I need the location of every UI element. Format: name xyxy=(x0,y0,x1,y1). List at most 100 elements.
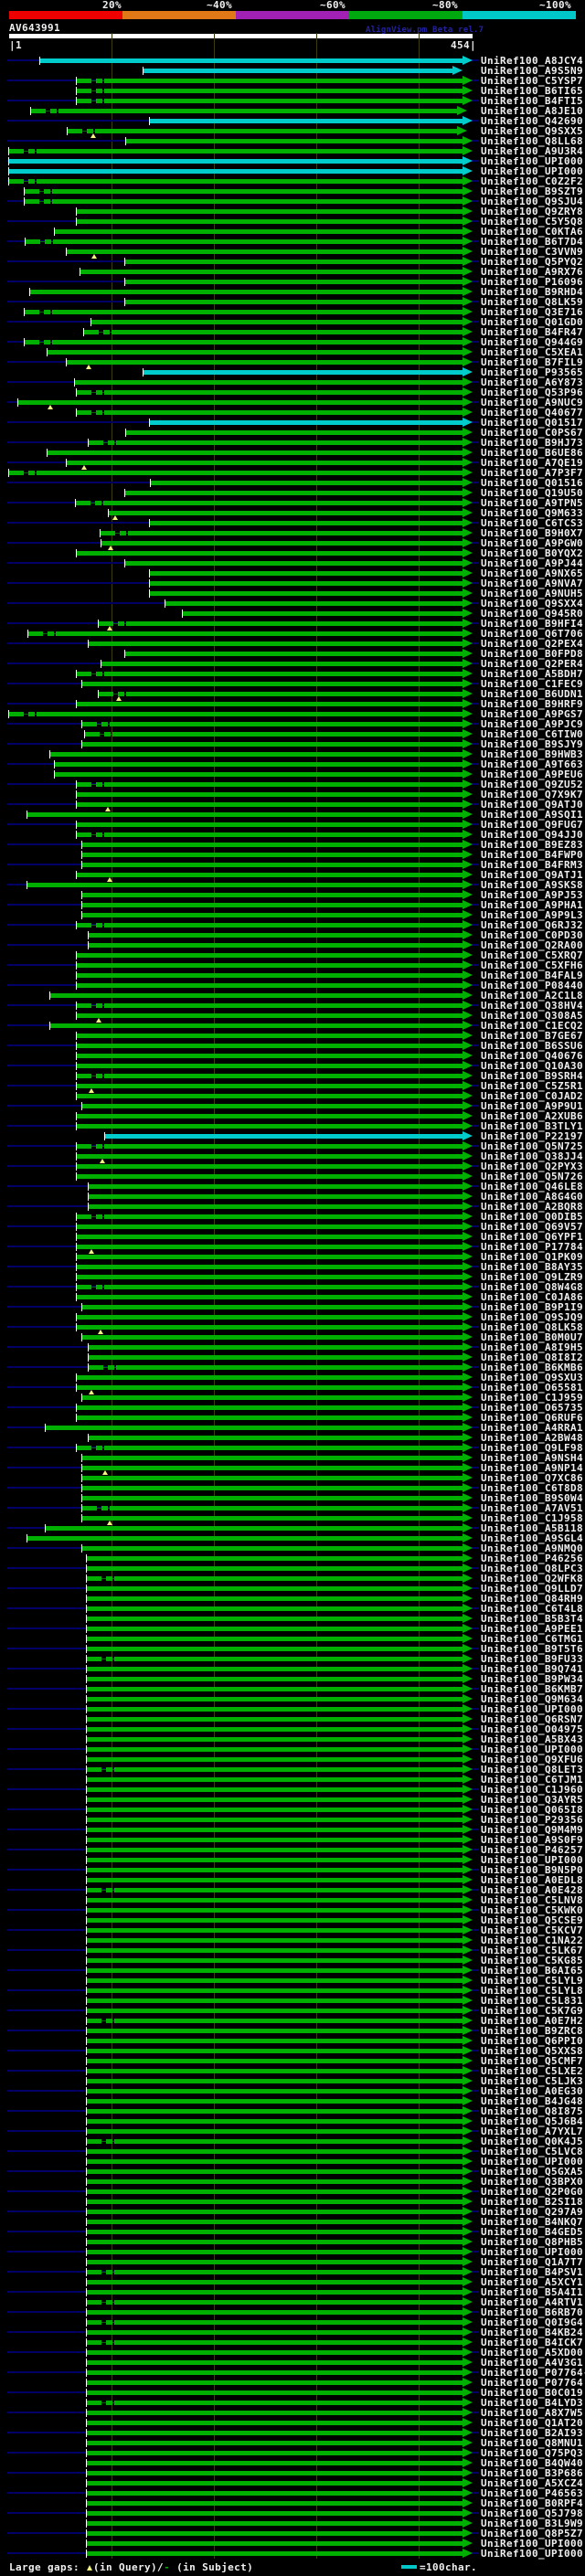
hit-bar[interactable] xyxy=(87,2541,463,2546)
hit-bar[interactable] xyxy=(150,521,463,525)
hit-bar-dash[interactable] xyxy=(118,621,124,626)
hit-label[interactable]: UniRef100_B9SZT9 xyxy=(481,186,584,197)
hit-bar[interactable] xyxy=(104,782,463,787)
hit-label[interactable]: UniRef100_A9PJ53 xyxy=(481,889,584,901)
hit-label[interactable]: UniRef100_C5LK67 xyxy=(481,1945,584,1956)
hit-bar[interactable] xyxy=(87,2511,463,2516)
hit-bar[interactable] xyxy=(27,812,463,817)
hit-bar[interactable] xyxy=(91,320,463,324)
hit-bar-dash[interactable] xyxy=(44,340,50,345)
hit-bar[interactable] xyxy=(82,1476,463,1480)
hit-bar[interactable] xyxy=(101,541,463,546)
hit-bar[interactable] xyxy=(87,2370,463,2375)
hit-label[interactable]: UniRef100_B4FR47 xyxy=(481,326,584,338)
hit-label[interactable]: UniRef100_A9NVA7 xyxy=(481,578,584,589)
hit-label[interactable]: UniRef100_Q065I8 xyxy=(481,1804,584,1816)
hit-label[interactable]: UniRef100_A8JE10 xyxy=(481,105,584,117)
hit-label[interactable]: UniRef100_Q5XXS8 xyxy=(481,2045,584,2057)
hit-label[interactable]: UniRef100_Q9SJQ9 xyxy=(481,1311,584,1323)
hit-bar[interactable] xyxy=(82,742,463,747)
hit-bar-dash[interactable] xyxy=(87,2019,101,2023)
hit-bar-dash[interactable] xyxy=(101,1506,108,1511)
hit-label[interactable]: UniRef100_A2C1L8 xyxy=(481,990,584,1002)
hit-bar[interactable] xyxy=(87,2280,463,2284)
hit-bar[interactable] xyxy=(110,1506,463,1511)
hit-bar[interactable] xyxy=(87,2521,463,2526)
hit-label[interactable]: UniRef100_A5XD00 xyxy=(481,2347,584,2359)
hit-label[interactable]: UniRef100_A0EDL8 xyxy=(481,1874,584,1886)
hit-bar-dash[interactable] xyxy=(77,1285,91,1289)
hit-bar[interactable] xyxy=(82,1546,463,1551)
hit-bar-dash[interactable] xyxy=(103,330,110,334)
hit-label[interactable]: UniRef100_A8G4G0 xyxy=(481,1191,584,1203)
hit-bar[interactable] xyxy=(77,1415,463,1420)
hit-label[interactable]: UniRef100_UPI000.. xyxy=(481,165,585,177)
hit-label[interactable]: UniRef100_B5A4I1 xyxy=(481,2286,584,2298)
hit-bar[interactable] xyxy=(116,440,463,445)
hit-bar[interactable] xyxy=(77,1084,463,1088)
hit-label[interactable]: UniRef100_B4FWP0 xyxy=(481,849,584,861)
hit-bar[interactable] xyxy=(82,1305,463,1309)
hit-bar[interactable] xyxy=(82,1486,463,1490)
hit-label[interactable]: UniRef100_B6TI65 xyxy=(481,85,584,97)
hit-label[interactable]: UniRef100_A9PGW0 xyxy=(481,537,584,549)
hit-label[interactable]: UniRef100_Q2PYX3 xyxy=(481,1161,584,1172)
hit-label[interactable]: UniRef100_C0PD30 xyxy=(481,929,584,941)
hit-bar[interactable] xyxy=(104,1144,463,1149)
hit-bar-dash[interactable] xyxy=(96,1074,102,1078)
hit-bar[interactable] xyxy=(67,360,463,365)
hit-bar[interactable] xyxy=(89,1194,463,1199)
hit-bar-dash[interactable] xyxy=(76,501,90,505)
hit-bar[interactable] xyxy=(77,792,463,797)
hit-bar[interactable] xyxy=(82,843,463,847)
hit-bar-dash[interactable] xyxy=(96,1144,102,1149)
hit-bar[interactable] xyxy=(114,2300,463,2305)
hit-label[interactable]: UniRef100_Q5N726 xyxy=(481,1171,584,1182)
hit-bar[interactable] xyxy=(82,1395,463,1400)
hit-bar[interactable] xyxy=(77,873,463,877)
hit-label[interactable]: UniRef100_Q9ATJ1 xyxy=(481,869,584,881)
hit-label[interactable]: UniRef100_A5XCZ4 xyxy=(481,2477,584,2489)
hit-bar[interactable] xyxy=(105,1134,463,1139)
hit-label[interactable]: UniRef100_Q5CSE9 xyxy=(481,1914,584,1926)
hit-label[interactable]: UniRef100_B2AI93 xyxy=(481,2427,584,2439)
hit-label[interactable]: UniRef100_A5BDH7 xyxy=(481,668,584,680)
hit-bar[interactable] xyxy=(87,1807,463,1812)
hit-label[interactable]: UniRef100_P08440 xyxy=(481,980,584,991)
hit-label[interactable]: UniRef100_Q2P0G0 xyxy=(481,2186,584,2198)
hit-bar[interactable] xyxy=(150,571,463,576)
hit-bar[interactable] xyxy=(56,631,463,636)
hit-bar-dash[interactable] xyxy=(96,89,102,93)
hit-bar[interactable] xyxy=(116,1365,463,1370)
hit-bar[interactable] xyxy=(104,1003,463,1008)
hit-bar-dash[interactable] xyxy=(9,471,24,475)
hit-bar[interactable] xyxy=(37,471,463,475)
hit-label[interactable]: UniRef100_C5LVC8 xyxy=(481,2146,584,2157)
hit-bar[interactable] xyxy=(87,2260,463,2264)
hit-bar[interactable] xyxy=(82,1496,463,1500)
hit-bar[interactable] xyxy=(110,722,463,726)
hit-bar[interactable] xyxy=(87,2310,463,2315)
hit-label[interactable]: UniRef100_Q01516 xyxy=(481,477,584,489)
hit-bar[interactable] xyxy=(87,1637,463,1641)
hit-bar[interactable] xyxy=(87,1566,463,1571)
hit-bar-dash[interactable] xyxy=(77,1074,91,1078)
hit-bar-dash[interactable] xyxy=(87,2270,101,2274)
hit-bar[interactable] xyxy=(48,350,463,355)
hit-label[interactable]: UniRef100_Q9LZR9 xyxy=(481,1271,584,1283)
hit-label[interactable]: UniRef100_C5LYL8 xyxy=(481,1985,584,1997)
hit-bar-dash[interactable] xyxy=(77,782,91,787)
hit-bar[interactable] xyxy=(75,380,463,385)
hit-bar[interactable] xyxy=(87,1596,463,1601)
hit-label[interactable]: UniRef100_B9EZ83 xyxy=(481,839,584,851)
hit-label[interactable]: UniRef100_UPI000.. xyxy=(481,2538,585,2549)
hit-bar-dash[interactable] xyxy=(95,501,101,505)
hit-label[interactable]: UniRef100_C5Y5Q8 xyxy=(481,216,584,228)
hit-label[interactable]: UniRef100_Q1PK09 xyxy=(481,1251,584,1263)
hit-label[interactable]: UniRef100_UPI000.. xyxy=(481,1703,585,1715)
hit-bar-dash[interactable] xyxy=(96,1446,102,1450)
hit-bar-dash[interactable] xyxy=(87,2340,101,2345)
hit-label[interactable]: UniRef100_B6RB70 xyxy=(481,2306,584,2318)
hit-label[interactable]: UniRef100_C6TIW0 xyxy=(481,728,584,740)
hit-label[interactable]: UniRef100_B9HRF9 xyxy=(481,698,584,710)
